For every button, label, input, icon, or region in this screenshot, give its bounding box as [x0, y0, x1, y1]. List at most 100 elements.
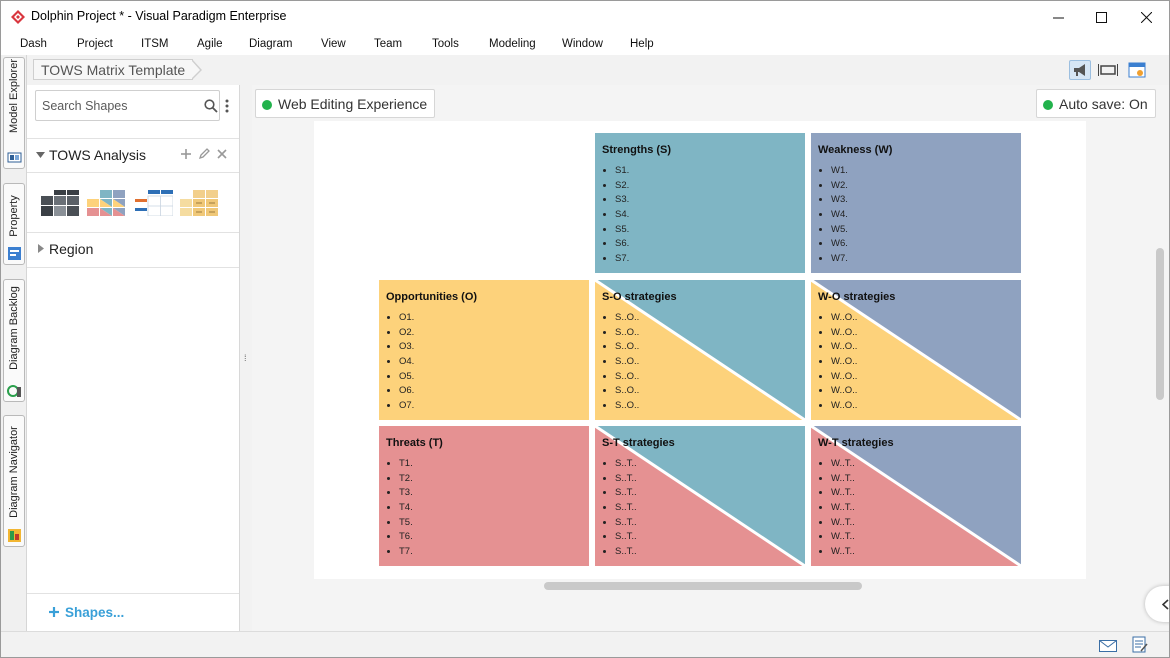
cell-title: S-T strategies [602, 437, 675, 449]
list-item: S..T.. [615, 530, 637, 545]
collapse-panel-button[interactable] [1145, 586, 1169, 622]
list-item: S3. [615, 193, 629, 208]
menu-view[interactable]: View [321, 38, 346, 50]
announcement-button[interactable] [1069, 60, 1091, 80]
divider [27, 138, 239, 139]
list-item: T1. [399, 457, 413, 472]
menu-team[interactable]: Team [374, 38, 403, 50]
list-item: W..T.. [831, 545, 855, 560]
panel-splitter[interactable] [240, 85, 252, 631]
st-strategies-cell[interactable]: S-T strategies S..T.. S..T.. S..T.. S..T… [595, 426, 805, 566]
wo-strategies-cell[interactable]: W-O strategies W..O.. W..O.. W..O.. W..O… [811, 280, 1021, 420]
search-icon[interactable] [204, 99, 218, 113]
tab-model-explorer[interactable]: Model Explorer [3, 57, 25, 169]
horizontal-scrollbar[interactable] [544, 582, 862, 590]
fit-width-icon [1098, 64, 1118, 76]
tab-property[interactable]: Property [3, 183, 25, 265]
autosave-status: Auto save: On [1059, 96, 1148, 112]
diagram-page: Strengths (S) S1. S2. S3. S4. S5. S6. S7… [314, 121, 1086, 579]
chevron-down-icon[interactable] [36, 152, 45, 159]
diagram-navigator-icon [8, 529, 21, 542]
tows-template-thumbnail-dark[interactable] [41, 190, 79, 216]
maximize-button[interactable] [1078, 1, 1124, 33]
diagram-name-badge[interactable]: Web Editing Experience [255, 89, 436, 118]
shapes-link[interactable]: Shapes... [65, 605, 125, 620]
minimize-icon [1052, 17, 1064, 18]
cell-items: O1. O2. O3. O4. O5. O6. O7. [399, 311, 414, 414]
list-item: S..O.. [615, 370, 639, 385]
list-item: W..O.. [831, 311, 857, 326]
list-item: S4. [615, 208, 629, 223]
threats-cell[interactable]: Threats (T) T1. T2. T3. T4. T5. T6. T7. [379, 426, 589, 566]
close-button[interactable] [1123, 1, 1169, 33]
menu-dash[interactable]: Dash [20, 38, 47, 50]
divider [27, 593, 239, 594]
tows-template-thumbnail-blue[interactable] [135, 190, 173, 216]
menu-itsm[interactable]: ITSM [141, 38, 169, 50]
notes-icon[interactable] [1132, 636, 1148, 654]
edit-icon[interactable] [198, 148, 210, 160]
so-strategies-cell[interactable]: S-O strategies S..O.. S..O.. S..O.. S..O… [595, 280, 805, 420]
list-item: W..T.. [831, 472, 855, 487]
list-item: W3. [831, 193, 848, 208]
breadcrumb-bar: TOWS Matrix Template [27, 55, 1169, 85]
menu-help[interactable]: Help [630, 38, 654, 50]
tab-label: Property [8, 195, 20, 237]
close-icon [1140, 11, 1152, 23]
strengths-cell[interactable]: Strengths (S) S1. S2. S3. S4. S5. S6. S7… [595, 133, 805, 273]
list-item: W..O.. [831, 384, 857, 399]
diagram-settings-button[interactable] [1126, 60, 1148, 80]
maximize-icon [1095, 11, 1107, 23]
add-icon[interactable] [180, 148, 192, 160]
list-item: S..O.. [615, 311, 639, 326]
fit-diagram-button[interactable] [1097, 60, 1119, 80]
search-shapes-input[interactable] [42, 97, 192, 115]
list-item: S7. [615, 252, 629, 267]
autosave-badge[interactable]: Auto save: On [1036, 89, 1156, 118]
menu-window[interactable]: Window [562, 38, 603, 50]
list-item: T7. [399, 545, 413, 560]
menu-bar: Dash Project ITSM Agile Diagram View Tea… [1, 33, 1169, 55]
list-item: W..O.. [831, 370, 857, 385]
menu-tools[interactable]: Tools [432, 38, 459, 50]
list-item: S..T.. [615, 486, 637, 501]
tows-template-thumbnail-yellow[interactable] [180, 190, 218, 216]
menu-modeling[interactable]: Modeling [489, 38, 536, 50]
menu-diagram[interactable]: Diagram [249, 38, 293, 50]
splitter-grip-icon[interactable]: ⁞ [244, 353, 247, 363]
menu-agile[interactable]: Agile [197, 38, 223, 50]
cell-items: T1. T2. T3. T4. T5. T6. T7. [399, 457, 413, 560]
breadcrumb[interactable]: TOWS Matrix Template [33, 59, 194, 80]
cell-background [595, 280, 805, 420]
plus-icon[interactable] [49, 607, 59, 617]
cell-background [379, 426, 589, 566]
cell-items: S..O.. S..O.. S..O.. S..O.. S..O.. S..O.… [615, 311, 639, 414]
minimize-button[interactable] [1035, 1, 1081, 33]
shapes-panel: TOWS Analysis [27, 85, 240, 631]
list-item: S..T.. [615, 472, 637, 487]
close-icon[interactable] [217, 149, 227, 159]
diagram-backlog-icon [7, 385, 21, 397]
list-item: T2. [399, 472, 413, 487]
tab-diagram-navigator[interactable]: Diagram Navigator [3, 415, 25, 547]
list-item: O3. [399, 340, 414, 355]
cell-title: Opportunities (O) [386, 291, 478, 303]
menu-project[interactable]: Project [77, 38, 113, 50]
more-options-icon[interactable] [225, 99, 229, 113]
cell-title: Weakness (W) [818, 144, 893, 156]
tab-diagram-backlog[interactable]: Diagram Backlog [3, 279, 25, 402]
opportunities-cell[interactable]: Opportunities (O) O1. O2. O3. O4. O5. O6… [379, 280, 589, 420]
list-item: S..O.. [615, 384, 639, 399]
list-item: O1. [399, 311, 414, 326]
vertical-scrollbar[interactable] [1156, 248, 1164, 400]
cell-background [379, 280, 589, 420]
group-title-tows-analysis[interactable]: TOWS Analysis [49, 147, 146, 163]
weakness-cell[interactable]: Weakness (W) W1. W2. W3. W4. W5. W6. W7. [811, 133, 1021, 273]
wt-strategies-cell[interactable]: W-T strategies W..T.. W..T.. W..T.. W..T… [811, 426, 1021, 566]
mail-icon[interactable] [1099, 640, 1117, 652]
tows-template-thumbnail-color[interactable] [87, 190, 125, 216]
diagram-canvas[interactable]: Strengths (S) S1. S2. S3. S4. S5. S6. S7… [252, 85, 1169, 631]
group-title-region[interactable]: Region [49, 241, 94, 257]
chevron-right-icon[interactable] [38, 244, 44, 253]
list-item: S..O.. [615, 326, 639, 341]
